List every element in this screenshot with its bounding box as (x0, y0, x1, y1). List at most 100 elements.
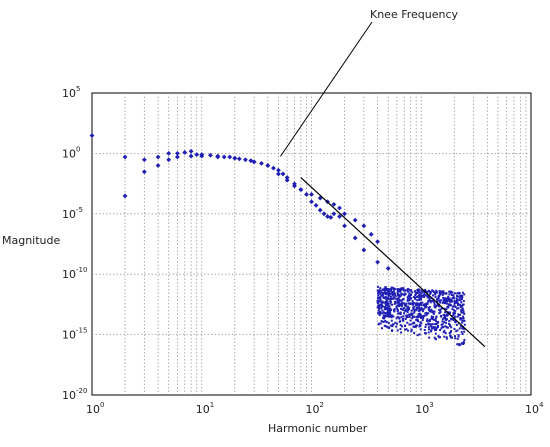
noise-point (444, 321, 447, 324)
noise-point (419, 328, 422, 331)
noise-point (404, 305, 407, 308)
noise-point (415, 324, 418, 327)
noise-point (451, 300, 454, 303)
noise-point (450, 298, 453, 301)
noise-point (389, 292, 392, 295)
noise-point (408, 299, 411, 302)
noise-point (442, 331, 445, 334)
noise-point (432, 326, 435, 329)
noise-point (435, 289, 438, 292)
noise-point (398, 312, 401, 315)
noise-point (385, 312, 388, 315)
noise-point (456, 329, 459, 332)
noise-point (398, 304, 401, 307)
data-point (236, 156, 242, 162)
noise-band-points (376, 285, 466, 347)
noise-point (424, 306, 427, 309)
noise-point (376, 285, 379, 288)
noise-point (403, 303, 406, 306)
data-point (298, 187, 304, 193)
noise-point (405, 309, 408, 312)
noise-point (455, 297, 458, 300)
noise-point (412, 325, 415, 328)
noise-point (402, 307, 405, 310)
noise-point (421, 315, 424, 318)
noise-point (394, 297, 397, 300)
noise-point (415, 308, 418, 311)
data-point (227, 154, 233, 160)
noise-point (425, 311, 428, 314)
noise-point (443, 315, 446, 318)
noise-point (449, 331, 452, 334)
noise-point (415, 306, 418, 309)
y-tick-label: 10-10 (62, 266, 87, 281)
noise-point (451, 296, 454, 299)
noise-point (457, 334, 460, 337)
noise-point (406, 289, 409, 292)
noise-point (376, 289, 379, 292)
noise-point (384, 314, 387, 317)
noise-point (430, 308, 433, 311)
noise-point (404, 310, 407, 313)
noise-point (387, 315, 390, 318)
annotation-label: Knee Frequency (370, 8, 459, 21)
noise-point (422, 317, 425, 320)
data-point (243, 157, 248, 163)
noise-point (387, 297, 390, 300)
noise-point (450, 318, 453, 321)
noise-point (394, 300, 397, 303)
noise-point (392, 315, 395, 318)
noise-point (392, 296, 395, 299)
noise-point (420, 289, 423, 292)
x-axis-title: Harmonic number (268, 422, 368, 435)
noise-point (405, 328, 408, 331)
noise-point (458, 297, 461, 300)
noise-point (408, 295, 411, 298)
noise-point (381, 312, 384, 315)
noise-point (398, 317, 401, 320)
noise-point (385, 325, 388, 328)
noise-point (431, 311, 434, 314)
noise-point (416, 292, 419, 295)
noise-point (446, 297, 449, 300)
noise-point (389, 309, 392, 312)
data-point (331, 211, 337, 217)
noise-point (392, 290, 395, 293)
noise-point (404, 328, 407, 331)
noise-point (460, 301, 463, 304)
noise-point (427, 300, 430, 303)
noise-point (396, 291, 399, 294)
noise-point (415, 318, 418, 321)
data-point (155, 163, 161, 168)
noise-point (396, 304, 399, 307)
noise-point (387, 326, 390, 329)
noise-point (457, 314, 460, 317)
noise-point (421, 319, 424, 322)
noise-point (390, 314, 393, 317)
noise-point (440, 291, 443, 294)
data-point (276, 171, 281, 177)
noise-point (463, 338, 466, 341)
noise-point (382, 311, 385, 314)
noise-point (462, 327, 465, 330)
noise-point (428, 298, 431, 301)
noise-point (463, 312, 466, 315)
noise-point (462, 299, 465, 302)
noise-point (453, 302, 456, 305)
noise-point (425, 302, 428, 305)
noise-point (429, 324, 432, 327)
noise-point (448, 332, 451, 335)
noise-point (378, 307, 381, 310)
data-point (232, 155, 238, 161)
data-point (309, 192, 314, 197)
x-axis-ticks: 100 101 102 103 104 (86, 401, 544, 416)
noise-point (420, 292, 423, 295)
noise-point (410, 309, 413, 312)
noise-point (433, 336, 436, 339)
noise-point (460, 310, 463, 313)
noise-point (443, 301, 446, 304)
noise-point (388, 313, 391, 316)
data-point (361, 223, 367, 229)
data-point (331, 201, 337, 207)
noise-point (432, 310, 435, 313)
